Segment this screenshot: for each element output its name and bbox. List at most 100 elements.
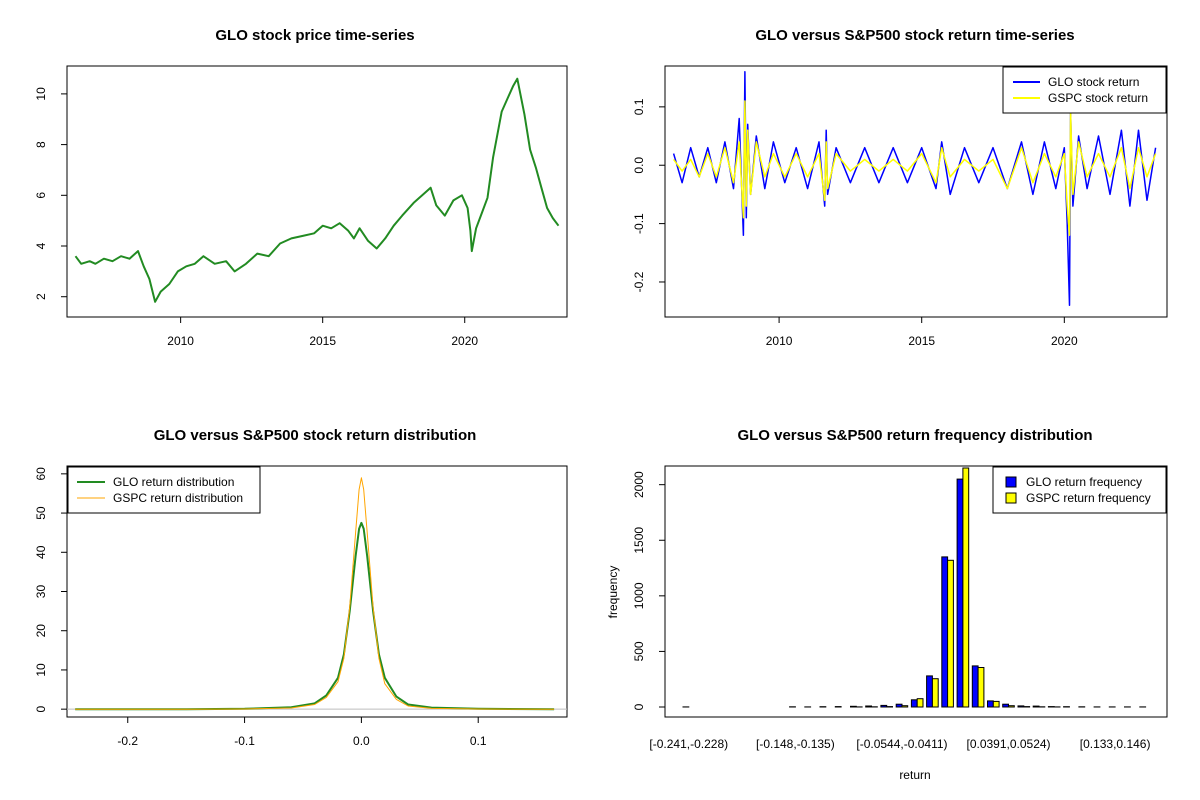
legend-label-glo-frequency: GLO return frequency xyxy=(1026,475,1142,489)
panel-histogram-title: GLO versus S&P500 return frequency distr… xyxy=(737,427,1092,444)
panel-returns-frame xyxy=(664,65,1168,318)
panel-returns-x-axis: 2010 2015 2020 xyxy=(766,317,1078,348)
panel-price-title: GLO stock price time-series xyxy=(215,27,414,44)
panel-density-x-tick-label: -0.1 xyxy=(234,734,255,748)
panel-price-y-tick-label: 2 xyxy=(34,293,48,300)
bar-glo xyxy=(941,556,949,708)
legend-label-glo-distribution: GLO return distribution xyxy=(113,475,234,489)
bar-gspc xyxy=(992,700,1000,708)
panel-density-x-tick-label: 0.0 xyxy=(353,734,370,748)
legend-swatch-glo-frequency xyxy=(1005,476,1017,488)
panel-density: GLO versus S&P500 stock return distribut… xyxy=(34,427,568,748)
bar-glo xyxy=(850,705,857,708)
bar-glo xyxy=(910,699,918,708)
bar-gspc xyxy=(931,678,939,708)
panel-density-y-tick-label: 0 xyxy=(34,706,48,713)
panel-histogram: GLO versus S&P500 return frequency distr… xyxy=(606,427,1168,782)
panel-density-legend: GLO return distribution GSPC return dist… xyxy=(67,466,261,514)
panel-price-y-tick-label: 8 xyxy=(34,141,48,148)
panel-histogram-legend-box xyxy=(992,466,1167,514)
panel-histogram-y-tick-label: 1500 xyxy=(632,527,646,554)
panel-returns-x-tick-label: 2010 xyxy=(766,334,793,348)
panel-density-x-tick-label: -0.2 xyxy=(117,734,138,748)
legend-label-gspc-return: GSPC stock return xyxy=(1048,91,1148,105)
panel-histogram-x-tick-label: [-0.148,-0.135) xyxy=(756,737,835,751)
panel-density-y-tick-label: 60 xyxy=(34,467,48,481)
panel-price-x-tick-label: 2020 xyxy=(451,334,478,348)
panel-price-x-axis: 2010 2015 2020 xyxy=(167,317,478,348)
panel-price-y-tick-label: 6 xyxy=(34,192,48,199)
panel-returns-y-tick-label: 0.1 xyxy=(632,98,646,115)
panel-density-x-axis: -0.2 -0.1 0.0 0.1 xyxy=(117,717,487,748)
bar-glo xyxy=(1032,705,1040,708)
panel-density-y-axis: 0 10 20 30 40 50 60 xyxy=(34,467,67,713)
panel-density-y-tick-label: 10 xyxy=(34,663,48,677)
bar-glo xyxy=(865,705,873,708)
panel-histogram-y-tick-label: 0 xyxy=(632,703,646,710)
bar-glo xyxy=(1017,705,1025,708)
panel-histogram-x-tick-label: [0.133,0.146) xyxy=(1080,737,1151,751)
panel-density-legend-box xyxy=(67,466,261,514)
panel-returns-y-tick-label: -0.1 xyxy=(632,213,646,234)
panel-returns-y-axis: -0.2 -0.1 0.0 0.1 xyxy=(632,98,665,292)
panel-returns-title: GLO versus S&P500 stock return time-seri… xyxy=(755,27,1074,44)
panel-density-y-tick-label: 20 xyxy=(34,624,48,638)
bar-glo xyxy=(880,704,888,708)
panel-returns-legend: GLO stock return GSPC stock return xyxy=(1002,66,1167,114)
panel-histogram-y-tick-label: 2000 xyxy=(632,471,646,498)
bar-glo xyxy=(987,700,994,708)
bar-gspc xyxy=(962,467,970,708)
panel-price-series-glo-price xyxy=(74,77,560,303)
panel-price-frame xyxy=(66,65,568,318)
legend-label-glo-return: GLO stock return xyxy=(1048,75,1139,89)
panel-density-y-tick-label: 50 xyxy=(34,506,48,520)
panel-returns-y-tick-label: 0.0 xyxy=(632,157,646,174)
legend-label-gspc-frequency: GSPC return frequency xyxy=(1026,491,1151,505)
panel-density-series-glo-return-distribution xyxy=(75,521,555,711)
bar-gspc xyxy=(947,559,954,708)
panel-price-y-tick-label: 4 xyxy=(34,242,48,249)
panel-histogram-y-tick-label: 1000 xyxy=(632,582,646,609)
panel-price-y-axis: 2 4 6 8 10 xyxy=(34,87,67,300)
panel-returns-series xyxy=(672,71,1157,307)
panel-returns-series-gspc-stock-return xyxy=(672,100,1157,237)
panel-returns-legend-box xyxy=(1002,66,1167,114)
bar-glo xyxy=(971,665,979,708)
bar-glo xyxy=(926,675,933,708)
bar-gspc xyxy=(1008,705,1015,708)
panel-histogram-x-tick-label: [-0.241,-0.228) xyxy=(649,737,728,751)
panel-price-y-tick-label: 10 xyxy=(34,87,48,101)
panel-returns-x-tick-label: 2015 xyxy=(908,334,935,348)
panel-price-x-tick-label: 2010 xyxy=(167,334,194,348)
panel-density-x-tick-label: 0.1 xyxy=(470,734,487,748)
panel-histogram-xlabel: return xyxy=(899,768,930,782)
bar-gspc xyxy=(901,705,909,708)
panel-returns-x-tick-label: 2020 xyxy=(1051,334,1078,348)
panel-density-y-tick-label: 30 xyxy=(34,585,48,599)
panel-histogram-y-tick-label: 500 xyxy=(632,641,646,661)
panel-price-series xyxy=(74,77,560,303)
panel-histogram-x-tick-label: [0.0391,0.0524) xyxy=(966,737,1050,751)
legend-label-gspc-distribution: GSPC return distribution xyxy=(113,491,243,505)
panel-density-series xyxy=(75,477,555,711)
bar-gspc xyxy=(916,698,924,708)
panel-density-title: GLO versus S&P500 stock return distribut… xyxy=(154,427,477,444)
panel-price-x-tick-label: 2015 xyxy=(309,334,336,348)
panel-histogram-x-tick-label: [-0.0544,-0.0411) xyxy=(856,737,947,751)
panel-density-y-tick-label: 40 xyxy=(34,545,48,559)
panel-histogram-ylabel: frequency xyxy=(606,566,620,619)
bar-gspc xyxy=(977,667,985,708)
bar-glo xyxy=(1002,703,1010,708)
panel-histogram-frame xyxy=(664,465,1168,718)
panel-returns: GLO versus S&P500 stock return time-seri… xyxy=(632,27,1168,348)
bar-glo xyxy=(895,703,903,708)
panel-histogram-x-axis: [-0.241,-0.228) [-0.148,-0.135) [-0.0544,-… xyxy=(649,737,1150,751)
panel-density-series-gspc-return-distribution xyxy=(75,477,555,710)
panel-histogram-legend: GLO return frequency GSPC return frequen… xyxy=(992,466,1167,514)
panel-price: GLO stock price time-series 2010 2015 2020… xyxy=(34,27,568,348)
panel-histogram-y-axis: 0 500 1000 1500 2000 xyxy=(632,471,665,710)
legend-swatch-gspc-frequency xyxy=(1005,492,1017,504)
bar-glo xyxy=(956,478,964,708)
